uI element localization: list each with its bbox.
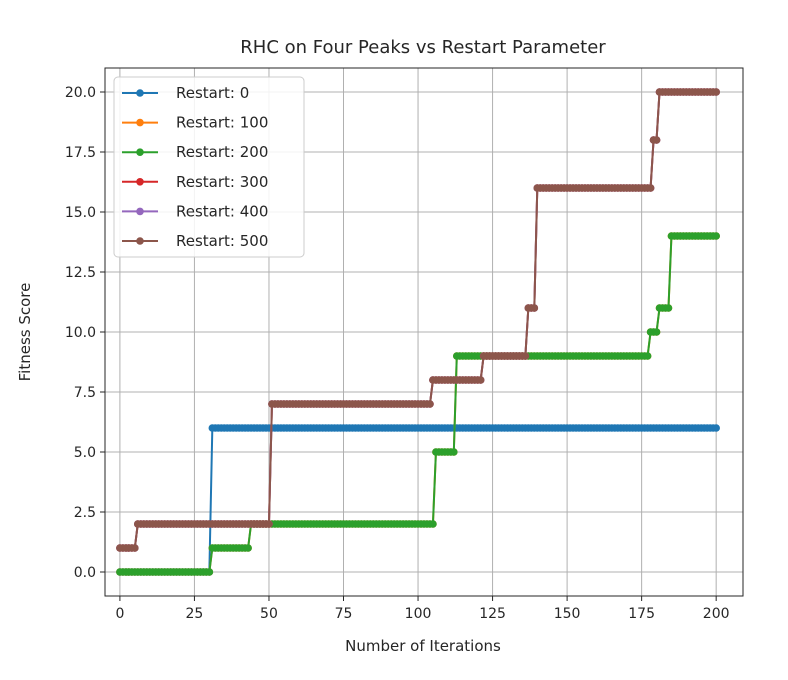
data-point xyxy=(643,352,652,360)
y-tick-label: 17.5 xyxy=(65,145,96,161)
y-tick-label: 20.0 xyxy=(65,85,96,101)
legend-marker xyxy=(136,118,144,127)
data-point xyxy=(646,184,655,192)
x-tick-label: 75 xyxy=(335,606,353,622)
data-point xyxy=(652,136,661,144)
data-point xyxy=(664,304,673,312)
y-tick-label: 15.0 xyxy=(65,205,96,221)
legend-marker xyxy=(136,178,144,186)
chart-title: RHC on Four Peaks vs Restart Parameter xyxy=(240,37,606,58)
data-point xyxy=(429,520,437,528)
legend-label: Restart: 500 xyxy=(176,232,268,250)
y-tick-label: 10.0 xyxy=(65,325,96,341)
legend-item: Restart: 100 xyxy=(122,114,268,132)
x-tick-label: 100 xyxy=(405,606,432,622)
legend-item: Restart: 500 xyxy=(122,232,268,250)
x-tick-label: 125 xyxy=(479,606,506,622)
legend-item: Restart: 400 xyxy=(122,202,268,220)
series-layer xyxy=(116,88,720,576)
data-point xyxy=(652,328,661,336)
x-tick-label: 50 xyxy=(260,606,278,622)
series-6 xyxy=(116,88,720,552)
legend-label: Restart: 100 xyxy=(176,114,268,132)
legend-label: Restart: 400 xyxy=(176,202,268,220)
legend-marker xyxy=(136,148,144,156)
data-point xyxy=(426,400,434,408)
axis-ticks: 0 25 50 75 100 125 150 175 200 0.0 2.5 5.0 7.5 10.0 12… xyxy=(65,85,730,622)
data-point xyxy=(476,376,485,384)
legend-marker xyxy=(136,89,144,97)
data-point xyxy=(712,424,720,432)
x-tick-label: 175 xyxy=(628,606,655,622)
legend-label: Restart: 300 xyxy=(176,173,268,191)
legend-box xyxy=(113,76,305,258)
legend-item: Restart: 0 xyxy=(122,84,249,102)
data-point xyxy=(131,544,139,552)
y-axis-label: Fitness Score xyxy=(16,283,34,382)
data-point xyxy=(265,520,273,528)
data-point xyxy=(244,544,252,552)
data-point xyxy=(450,448,458,456)
legend-label: Restart: 200 xyxy=(176,143,268,161)
data-point xyxy=(530,304,539,312)
legend-marker xyxy=(136,207,144,216)
x-tick-label: 200 xyxy=(703,606,730,622)
y-tick-label: 0.0 xyxy=(74,565,96,581)
y-tick-label: 12.5 xyxy=(65,265,96,281)
legend-label: Restart: 0 xyxy=(176,84,249,102)
x-tick-label: 150 xyxy=(554,606,581,622)
data-point xyxy=(521,352,530,360)
legend-item: Restart: 300 xyxy=(122,173,268,191)
data-point xyxy=(712,232,720,240)
data-point xyxy=(205,568,214,576)
x-tick-label: 25 xyxy=(186,606,204,622)
y-tick-label: 7.5 xyxy=(74,385,96,401)
legend-marker xyxy=(136,237,144,245)
legend-item: Restart: 200 xyxy=(122,143,268,161)
y-tick-label: 5.0 xyxy=(74,445,96,461)
y-tick-label: 2.5 xyxy=(74,505,96,521)
x-axis-label: Number of Iterations xyxy=(345,637,501,655)
data-point xyxy=(712,88,720,96)
legend: Restart: 0 Restart: 100 Restart: 200 Restar… xyxy=(113,76,305,258)
x-tick-label: 0 xyxy=(115,606,124,622)
